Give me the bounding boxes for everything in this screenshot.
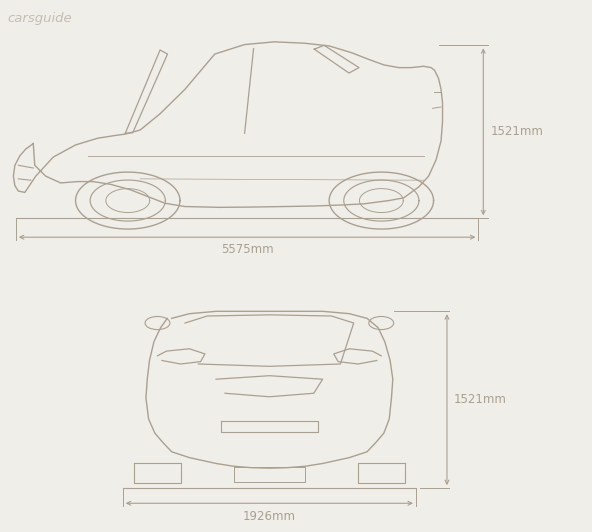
Text: 5575mm: 5575mm <box>221 243 274 256</box>
Text: 1926mm: 1926mm <box>243 510 296 523</box>
Text: 1521mm: 1521mm <box>491 126 543 138</box>
Text: 1521mm: 1521mm <box>453 393 507 406</box>
Text: carsguide: carsguide <box>7 12 72 25</box>
